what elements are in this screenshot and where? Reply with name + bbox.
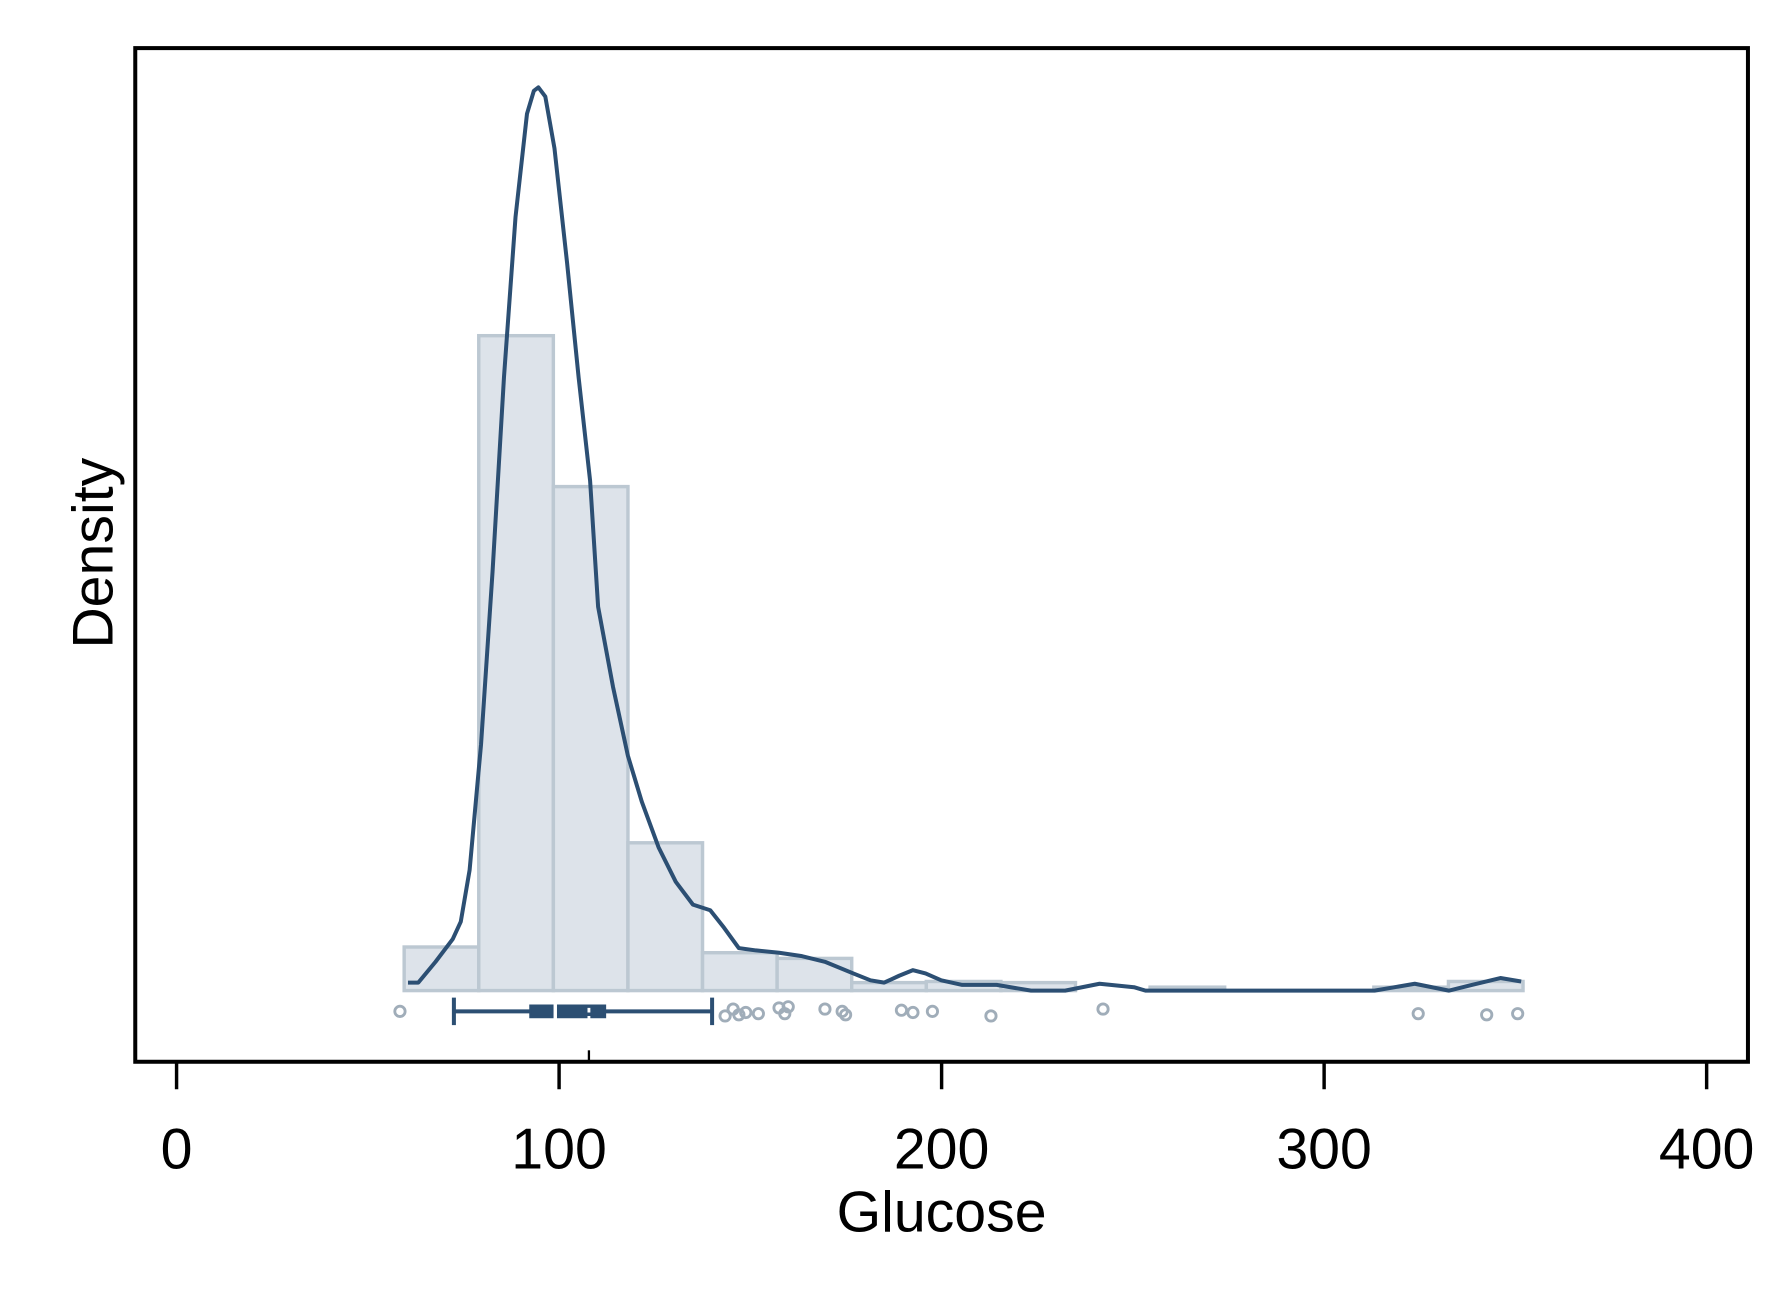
data-point bbox=[778, 1007, 792, 1021]
data-point bbox=[894, 1003, 909, 1017]
x-tick-label: 100 bbox=[511, 1117, 607, 1181]
histogram-bar bbox=[477, 333, 556, 993]
data-point bbox=[818, 1002, 832, 1016]
density-curve bbox=[407, 85, 1522, 993]
data-point bbox=[1096, 1002, 1110, 1016]
data-point bbox=[718, 1009, 732, 1023]
data-point bbox=[739, 1005, 753, 1020]
box bbox=[529, 1004, 607, 1019]
x-tick-label: 200 bbox=[894, 1117, 990, 1181]
data-point bbox=[984, 1009, 998, 1023]
histogram-bar bbox=[849, 980, 929, 993]
x-axis-label: Glucose bbox=[837, 1180, 1047, 1244]
data-point bbox=[751, 1007, 765, 1021]
histogram-bar bbox=[551, 484, 630, 993]
data-point bbox=[781, 1000, 795, 1014]
data-point bbox=[835, 1004, 849, 1018]
data-point bbox=[393, 1004, 407, 1018]
histogram-bar bbox=[700, 950, 779, 993]
x-tick-label: 0 bbox=[161, 1117, 193, 1181]
x-tick-label: 300 bbox=[1276, 1117, 1372, 1181]
data-point bbox=[1511, 1007, 1525, 1021]
y-axis-label: Density bbox=[61, 457, 125, 648]
data-point bbox=[925, 1004, 940, 1018]
x-tick-label: 400 bbox=[1659, 1117, 1755, 1181]
data-point bbox=[732, 1008, 746, 1022]
data-point bbox=[1411, 1007, 1425, 1021]
data-point bbox=[839, 1008, 853, 1022]
data-point bbox=[906, 1005, 920, 1020]
data-point bbox=[1480, 1008, 1494, 1022]
histogram-bar bbox=[626, 841, 705, 993]
histogram-bar bbox=[775, 956, 854, 993]
